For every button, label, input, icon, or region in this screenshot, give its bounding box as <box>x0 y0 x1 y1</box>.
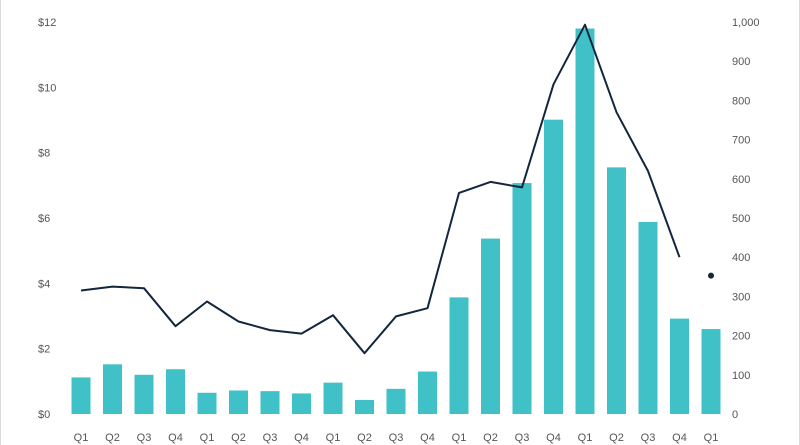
bar <box>481 238 500 414</box>
x-tick-label: Q4 <box>168 432 183 444</box>
x-tick-label: Q1 <box>578 432 593 444</box>
right-tick-label: 700 <box>732 135 750 147</box>
bar <box>292 393 311 414</box>
bar <box>229 390 248 414</box>
left-tick-label: $8 <box>38 148 50 160</box>
left-tick-label: $12 <box>38 17 56 29</box>
bar <box>512 183 532 414</box>
x-tick-label: Q3 <box>389 432 404 444</box>
x-tick-label: Q3 <box>515 432 530 444</box>
bar <box>449 297 469 414</box>
x-tick-label: Q1 <box>74 432 89 444</box>
x-tick-label: Q3 <box>137 432 152 444</box>
x-tick-label: Q2 <box>357 432 372 444</box>
x-tick-label: Q4 <box>672 432 687 444</box>
x-tick-label: Q2 <box>609 432 624 444</box>
x-tick-label: Q4 <box>294 432 309 444</box>
right-tick-label: 1,000 <box>732 17 760 29</box>
bar <box>166 369 185 414</box>
x-tick-label: Q1 <box>704 432 719 444</box>
bar <box>701 329 721 414</box>
series-line <box>80 23 681 355</box>
bar <box>134 374 154 414</box>
right-tick-label: 600 <box>732 174 750 186</box>
right-tick-label: 0 <box>732 409 738 421</box>
bar <box>607 167 626 414</box>
x-tick-label: Q1 <box>326 432 341 444</box>
x-tick-label: Q4 <box>546 432 561 444</box>
x-tick-label: Q3 <box>263 432 278 444</box>
bar <box>575 28 595 415</box>
line-series <box>80 23 714 355</box>
x-tick-label: Q2 <box>231 432 246 444</box>
x-tick-label: Q2 <box>105 432 120 444</box>
left-tick-label: $0 <box>38 409 50 421</box>
bar <box>197 392 217 414</box>
right-tick-label: 100 <box>732 370 750 382</box>
bar-series <box>71 28 721 415</box>
bar <box>418 371 437 414</box>
right-tick-label: 300 <box>732 291 750 303</box>
right-axis-ticks: 0 100 200 300 400 500 600 700 800 900 1,000 <box>732 17 760 421</box>
bar <box>544 119 563 414</box>
bar <box>386 388 406 414</box>
left-tick-label: $6 <box>38 213 50 225</box>
right-tick-label: 200 <box>732 331 750 343</box>
bar <box>71 377 91 414</box>
right-tick-label: 400 <box>732 252 750 264</box>
bar <box>260 391 280 414</box>
bar <box>638 221 658 414</box>
x-axis-ticks: Q1 Q2 Q3 Q4 Q1 Q2 Q3 Q4 Q1 Q2 Q3 Q4 Q1 Q2 Q3 Q4 Q1 Q2 Q3 Q4… <box>74 432 719 444</box>
left-tick-label: $4 <box>38 278 50 290</box>
x-tick-label: Q2 <box>483 432 498 444</box>
bar <box>323 382 343 414</box>
x-tick-label: Q1 <box>200 432 215 444</box>
right-tick-label: 500 <box>732 213 750 225</box>
left-tick-label: $10 <box>38 82 56 94</box>
x-tick-label: Q3 <box>641 432 656 444</box>
x-tick-label: Q1 <box>452 432 467 444</box>
left-axis-ticks: $0 $2 $4 $6 $8 $10 $12 <box>38 17 56 421</box>
bar <box>670 318 689 414</box>
line-point <box>708 272 714 279</box>
bar <box>355 399 374 414</box>
x-tick-label: Q4 <box>420 432 435 444</box>
right-tick-label: 900 <box>732 56 750 68</box>
bar <box>103 364 122 414</box>
right-tick-label: 800 <box>732 95 750 107</box>
left-tick-label: $2 <box>38 344 50 356</box>
